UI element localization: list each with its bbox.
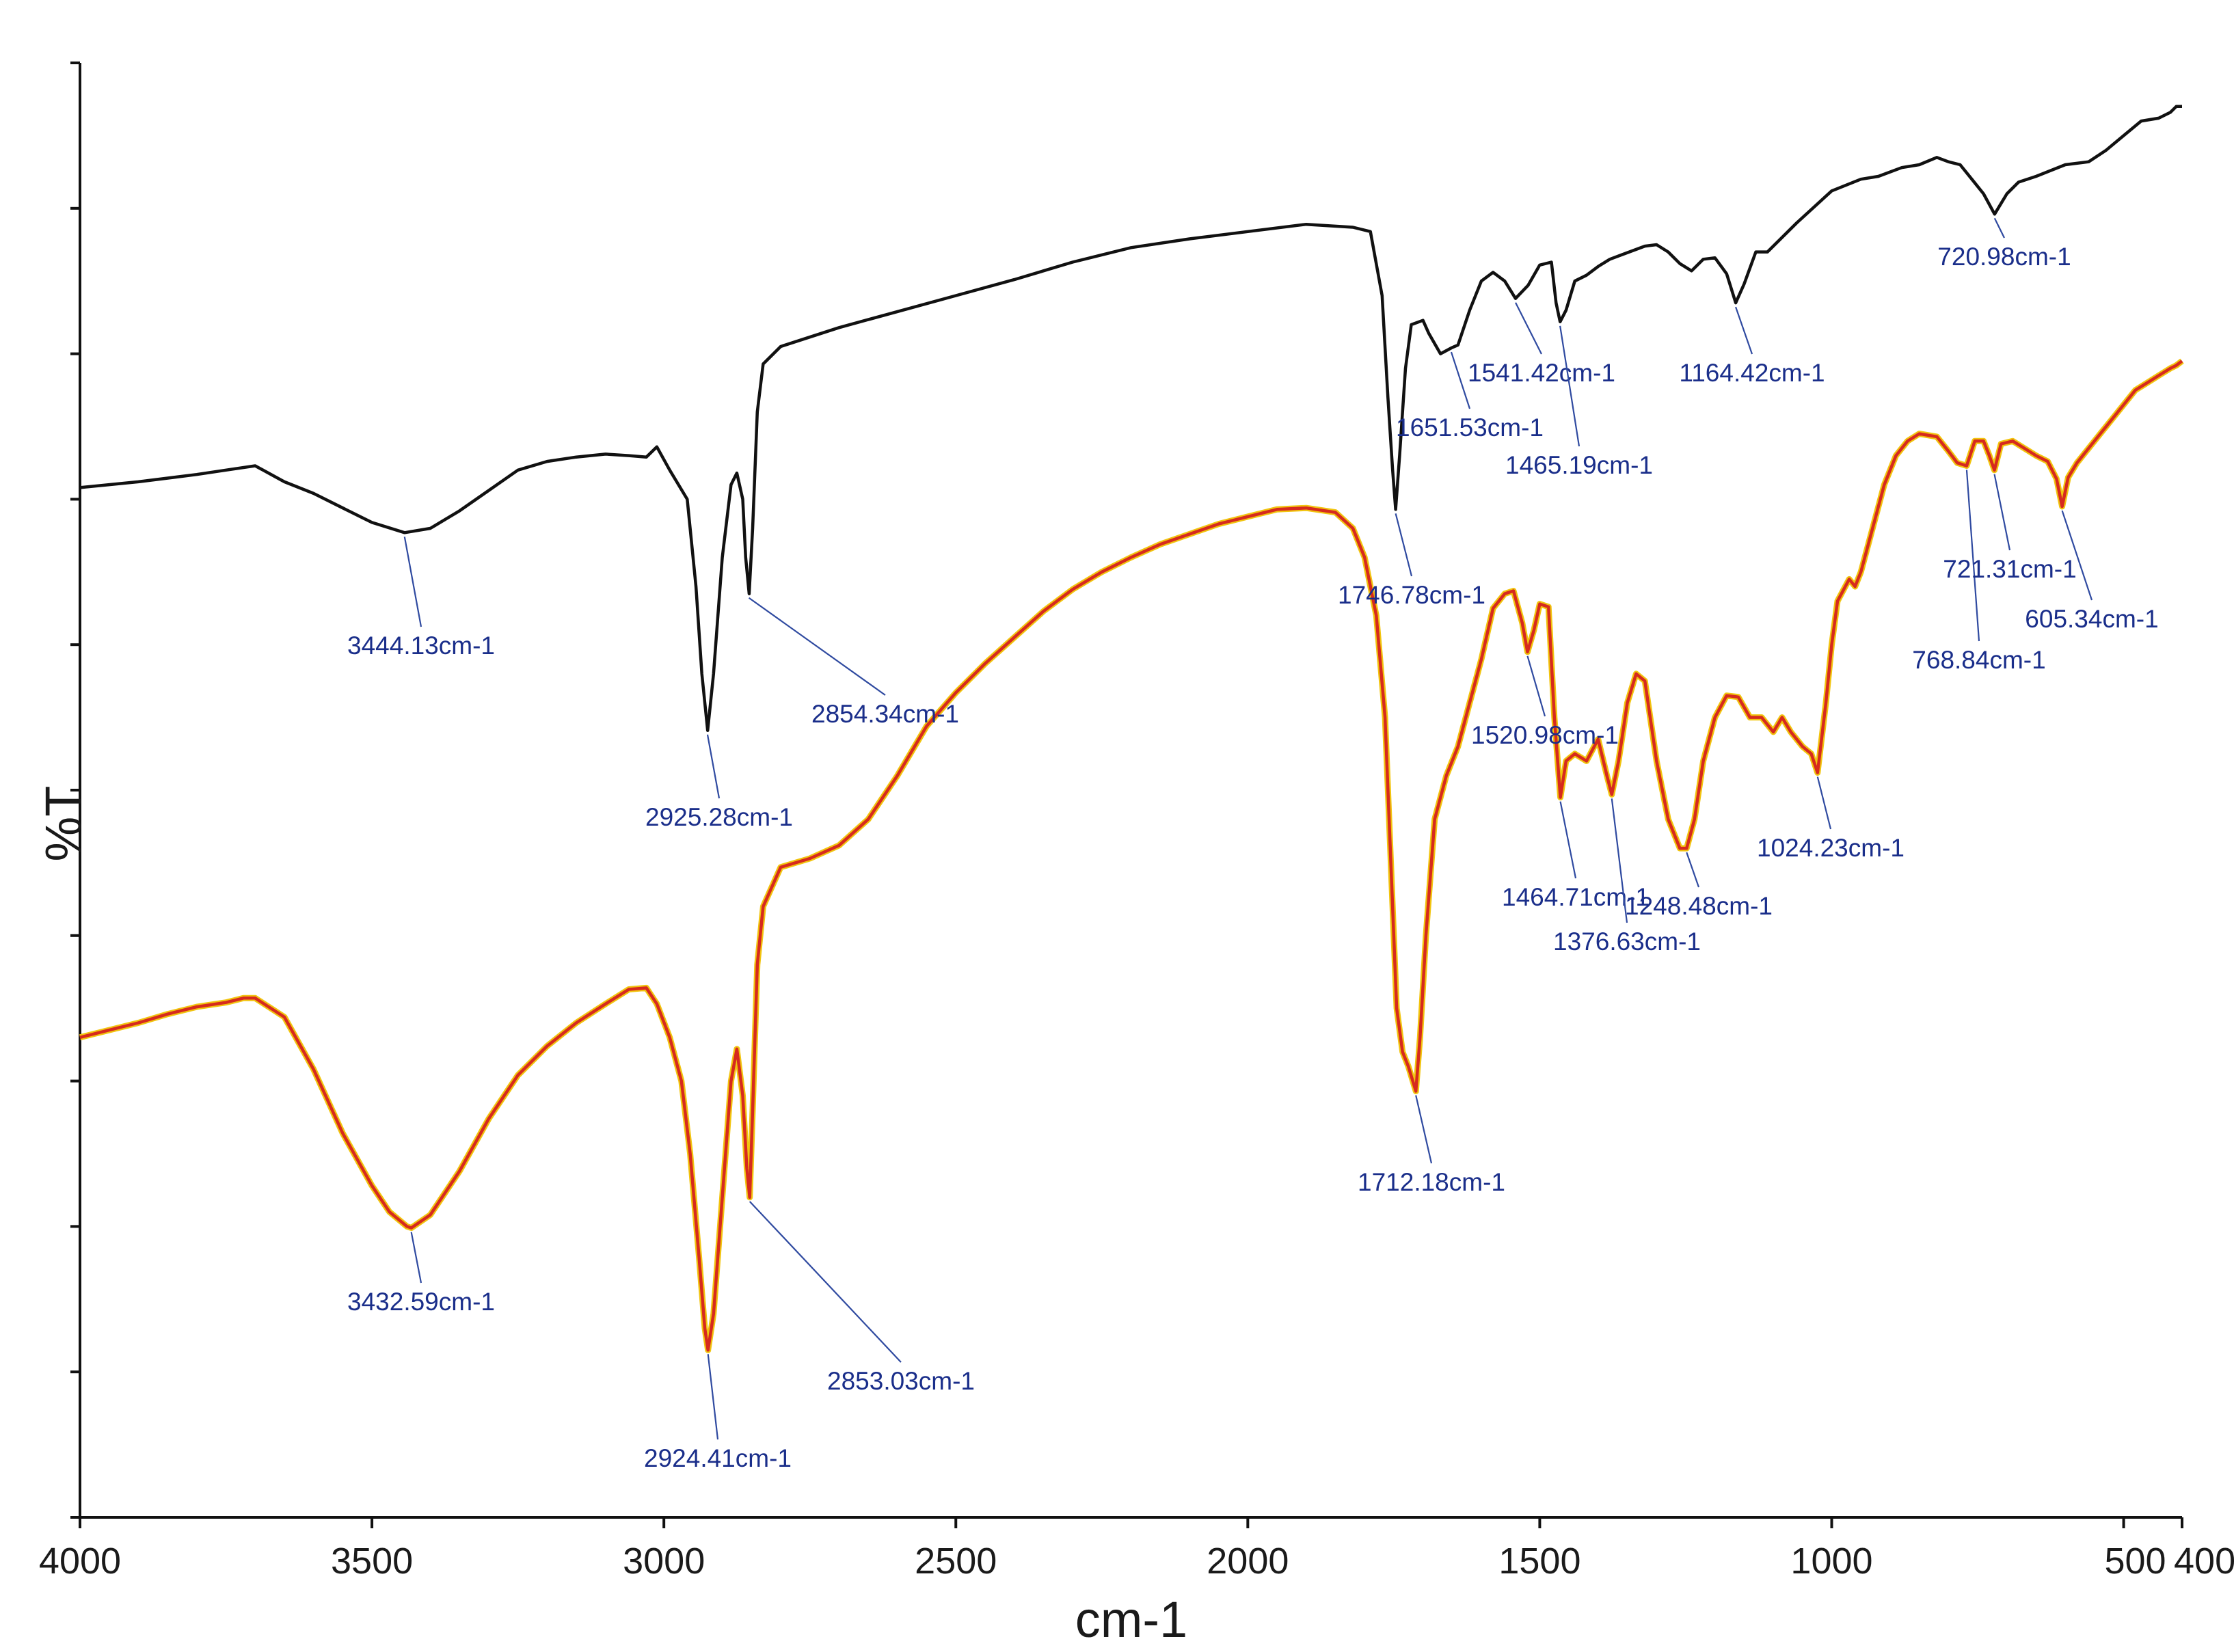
peak-leader-line [2061, 510, 2093, 601]
peak-leader-line [403, 537, 422, 627]
peak-label-layer: 3444.13cm-1 2925.28cm-1 2854.34cm-1 1746.78… [347, 217, 2159, 1472]
peak-leader-line [749, 1201, 902, 1363]
x-tick-label: 3000 [623, 1541, 705, 1582]
x-tick-label: 500 [2104, 1541, 2166, 1582]
peak-label: 1651.53cm-1 [1396, 414, 1544, 442]
peak-label: 2925.28cm-1 [645, 803, 793, 831]
x-tick-label: 1000 [1790, 1541, 1872, 1582]
peak-label: 2854.34cm-1 [811, 700, 959, 728]
peak-label: 1465.19cm-1 [1505, 451, 1653, 479]
peak-leader-line [1415, 1095, 1433, 1164]
peak-label: 3444.13cm-1 [347, 632, 495, 660]
x-tick-label: 2000 [1207, 1541, 1289, 1582]
x-axis-title: cm-1 [1075, 1591, 1187, 1648]
peak-label: 1024.23cm-1 [1757, 834, 1905, 862]
peak-leader-line [748, 597, 886, 696]
x-tick-label: 4000 [39, 1541, 121, 1582]
peak-leader-line [1559, 801, 1577, 879]
peak-leader-line [1816, 776, 1832, 830]
x-tick-label: 2500 [915, 1541, 997, 1582]
peak-label: 1712.18cm-1 [1358, 1168, 1505, 1196]
peak-leader-line [1735, 306, 1753, 355]
x-tick-label: 3500 [331, 1541, 413, 1582]
x-tick-label: 400 [2174, 1541, 2234, 1582]
peak-leader-line [1559, 325, 1580, 447]
peak-leader-line [1965, 470, 1980, 642]
peak-leader-line [1395, 513, 1413, 577]
peak-leader-line [706, 734, 721, 799]
peak-label: 720.98cm-1 [1937, 243, 2071, 271]
x-tick-label: 1500 [1498, 1541, 1580, 1582]
peak-label: 1248.48cm-1 [1625, 892, 1773, 920]
peak-leader-line [1515, 302, 1542, 355]
peak-leader-line [410, 1232, 422, 1284]
peak-leader-line [1993, 474, 2011, 551]
peak-label: 721.31cm-1 [1943, 555, 2076, 583]
y-axis-title: %T [35, 786, 92, 862]
peak-label: 1746.78cm-1 [1338, 581, 1485, 609]
peak-leader-line [1686, 852, 1700, 888]
peak-leader-line [1526, 655, 1546, 717]
series-layer [79, 105, 2184, 1353]
peak-label: 2924.41cm-1 [644, 1444, 792, 1472]
series-top-line [79, 105, 2182, 733]
y-axis-ticks [70, 62, 80, 1519]
peak-label: 1541.42cm-1 [1468, 359, 1615, 387]
peak-label: 2853.03cm-1 [827, 1367, 975, 1395]
x-axis-ticks: 4000 3500 3000 2500 2000 1500 1000 500 400 [39, 1517, 2234, 1582]
peak-label: 3432.59cm-1 [347, 1288, 495, 1316]
peak-label: 1520.98cm-1 [1471, 721, 1619, 749]
peak-leader-line [1993, 217, 2005, 239]
peak-label: 605.34cm-1 [2025, 605, 2158, 633]
peak-label: 1376.63cm-1 [1553, 927, 1701, 956]
peak-leader-line [1611, 798, 1628, 923]
peak-leader-line [1450, 351, 1471, 409]
peak-label: 1164.42cm-1 [1679, 359, 1825, 387]
series-bottom-line [79, 360, 2183, 1352]
peak-label: 768.84cm-1 [1912, 646, 2045, 674]
peak-leader-line [707, 1354, 719, 1440]
